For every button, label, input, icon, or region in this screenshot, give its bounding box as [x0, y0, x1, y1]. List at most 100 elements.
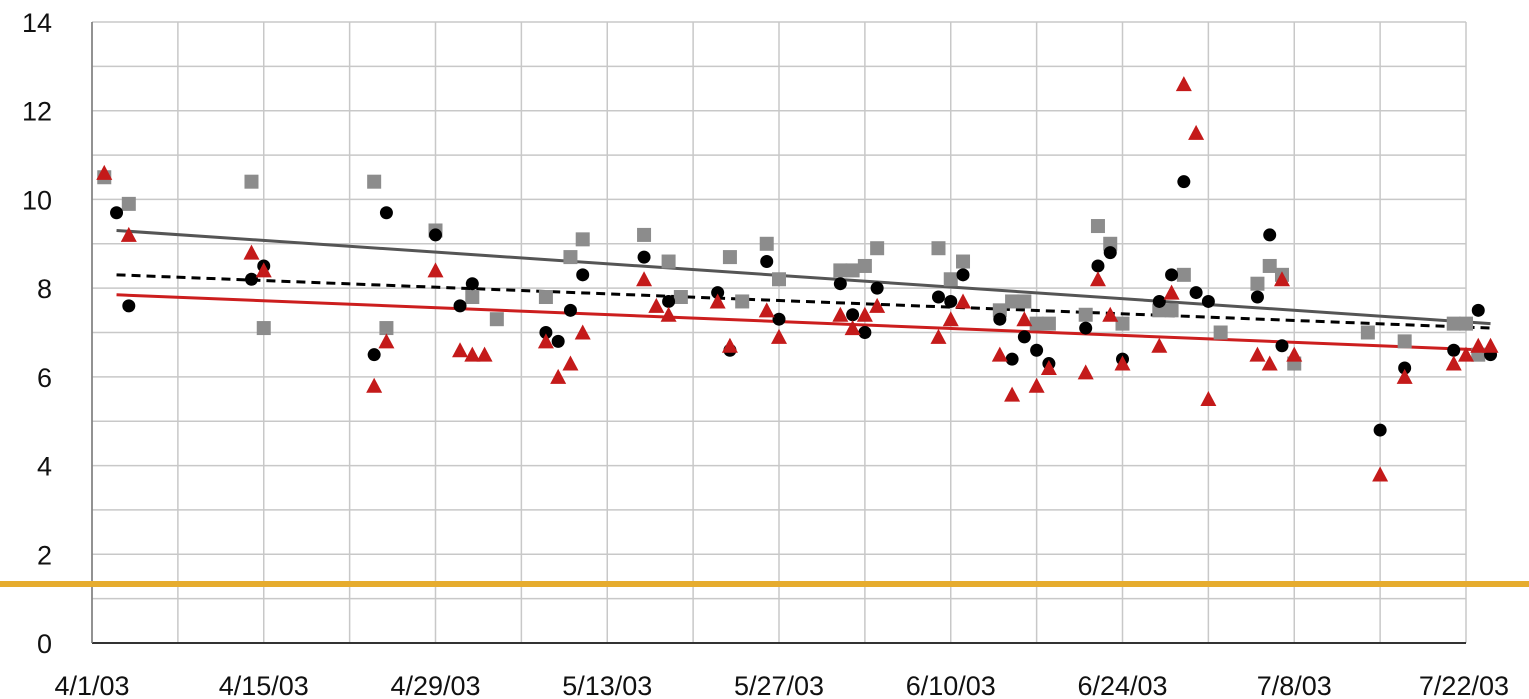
circle-point — [539, 326, 553, 339]
circle-point — [833, 277, 847, 291]
circle-point — [1091, 259, 1105, 273]
triangle-point — [96, 164, 113, 180]
circle-point — [637, 250, 651, 264]
circle-point — [576, 268, 590, 282]
triangle-point — [1286, 346, 1303, 362]
y-tick-label: 2 — [37, 540, 52, 570]
circle-point — [931, 290, 945, 304]
circle-point — [1263, 228, 1277, 242]
square-point — [1213, 325, 1228, 340]
circle-point — [379, 206, 393, 220]
circle-point — [846, 308, 860, 322]
square-point — [943, 272, 958, 287]
triangle-point — [1458, 346, 1474, 362]
square-point — [1446, 316, 1461, 331]
circle-point — [1373, 423, 1387, 437]
circle-point — [1030, 343, 1044, 357]
circle-point — [551, 334, 565, 348]
square-point — [1041, 316, 1056, 331]
circle-point — [760, 255, 774, 269]
square-point — [256, 321, 271, 336]
square-point — [489, 312, 504, 327]
triangle-point — [869, 297, 886, 313]
circle-point — [870, 281, 884, 295]
circle-point — [1447, 343, 1461, 357]
square-point — [1262, 258, 1277, 273]
triangle-point — [1151, 337, 1168, 353]
triangle-point — [1261, 355, 1278, 371]
triangle-point — [378, 333, 395, 349]
circle-point — [1152, 294, 1166, 308]
circle-point — [1103, 246, 1117, 260]
circle-point — [1079, 321, 1093, 335]
square-point — [772, 272, 786, 287]
circle-point — [858, 326, 872, 339]
triangle-point — [856, 306, 873, 322]
triangle-point — [550, 368, 567, 384]
square-point — [1029, 316, 1044, 331]
square-point — [244, 174, 259, 189]
square-point — [1115, 316, 1130, 331]
axes — [91, 22, 1466, 644]
triangle-point — [771, 328, 787, 344]
triangle-point — [1249, 346, 1266, 362]
triangle-point — [758, 302, 775, 318]
triangle-point — [562, 355, 579, 371]
triangle-point — [1004, 386, 1021, 402]
triangle-point — [636, 271, 653, 287]
square-point — [1250, 276, 1265, 291]
triangle-point — [955, 293, 972, 309]
y-tick-label: 12 — [22, 97, 52, 127]
y-tick-label: 6 — [37, 363, 52, 393]
square-point — [1360, 325, 1375, 340]
circle-point — [772, 312, 786, 326]
triangle-point — [1372, 466, 1389, 482]
square-point — [1459, 316, 1473, 331]
x-tick-label: 6/10/03 — [906, 671, 996, 699]
triangle-point — [464, 346, 481, 362]
square-point — [833, 263, 848, 278]
circle-point — [1005, 352, 1019, 366]
y-tick-label: 0 — [37, 629, 52, 659]
trendline-solid — [116, 228, 1491, 326]
y-tick-label: 14 — [22, 8, 52, 38]
circle-point — [1017, 330, 1031, 344]
triangle-point — [1028, 377, 1045, 393]
square-point — [575, 232, 590, 247]
x-tick-label: 7/8/03 — [1257, 671, 1332, 699]
circle-point — [662, 294, 676, 308]
circle-point — [429, 228, 442, 242]
triangle-point — [1445, 355, 1462, 371]
triangle-point — [1470, 337, 1487, 353]
square-point — [661, 254, 676, 269]
square-point — [121, 196, 136, 211]
circle-point — [1201, 294, 1215, 308]
triangle-point — [1089, 271, 1106, 287]
triangle-point — [1163, 284, 1180, 300]
x-tick-label: 4/15/03 — [219, 671, 309, 699]
circle-point — [1165, 268, 1179, 282]
circle-point — [1250, 290, 1264, 304]
square-point — [759, 236, 774, 251]
x-tick-label: 7/22/03 — [1419, 671, 1509, 699]
triangle-point — [1114, 355, 1131, 371]
triangle-point — [991, 346, 1008, 362]
x-axis-tick-labels: 4/1/03 4/15/03 4/29/03 5/13/03 5/27/03 6/10/0… — [54, 671, 1509, 699]
circle-point — [1275, 339, 1289, 353]
triangle-point — [1396, 368, 1413, 384]
square-point — [673, 290, 688, 305]
x-tick-label: 4/29/03 — [390, 671, 480, 699]
triangle-point — [427, 262, 444, 278]
triangle-point — [1188, 124, 1205, 140]
triangle-point — [1016, 311, 1033, 327]
square-point — [1017, 294, 1032, 309]
x-tick-label: 5/27/03 — [734, 671, 824, 699]
triangle-point — [537, 333, 554, 349]
circle-point — [1177, 175, 1191, 189]
circle-point — [711, 286, 725, 300]
triangle-point — [243, 244, 260, 260]
triangle-point — [1200, 391, 1217, 407]
trendlines — [116, 228, 1491, 352]
triangle-point — [721, 337, 738, 353]
triangle-point — [930, 328, 947, 344]
